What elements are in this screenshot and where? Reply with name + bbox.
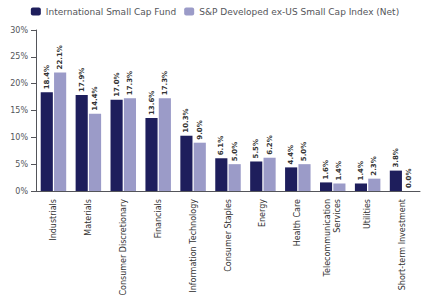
svg-text:17.3%: 17.3%: [126, 71, 134, 95]
svg-text:18.4%: 18.4%: [43, 65, 51, 89]
svg-text:20%: 20%: [10, 79, 28, 88]
svg-text:3.8%: 3.8%: [392, 148, 400, 167]
svg-text:Information Technology: Information Technology: [189, 199, 198, 293]
svg-text:25%: 25%: [10, 52, 28, 61]
svg-text:Energy: Energy: [258, 199, 267, 227]
svg-text:14.4%: 14.4%: [91, 86, 99, 110]
svg-text:30%: 30%: [10, 26, 28, 35]
svg-text:2.3%: 2.3%: [370, 156, 378, 175]
svg-text:International Small Cap Fund: International Small Cap Fund: [46, 7, 176, 17]
svg-text:17.9%: 17.9%: [78, 68, 86, 92]
svg-text:Telecommunication: Telecommunication: [323, 199, 332, 277]
svg-text:1.4%: 1.4%: [357, 161, 365, 180]
svg-text:5.5%: 5.5%: [252, 139, 260, 158]
svg-text:Materials: Materials: [84, 199, 93, 236]
svg-text:4.4%: 4.4%: [287, 145, 295, 164]
svg-text:Consumer Staples: Consumer Staples: [224, 199, 233, 272]
svg-text:Short-term Investment: Short-term Investment: [398, 199, 407, 290]
svg-text:15%: 15%: [10, 106, 28, 115]
svg-text:0%: 0%: [15, 187, 28, 196]
svg-text:5.0%: 5.0%: [231, 142, 239, 161]
svg-text:Services: Services: [333, 199, 342, 233]
svg-text:Utilities: Utilities: [363, 199, 372, 229]
svg-text:Industrials: Industrials: [49, 199, 58, 241]
svg-text:Health Care: Health Care: [293, 199, 302, 246]
svg-text:10%: 10%: [10, 133, 28, 142]
svg-text:1.4%: 1.4%: [335, 161, 343, 180]
svg-text:S&P Developed ex-US Small Cap: S&P Developed ex-US Small Cap Index (Net…: [199, 7, 399, 17]
svg-text:6.1%: 6.1%: [217, 136, 225, 155]
svg-text:17.3%: 17.3%: [161, 71, 169, 95]
svg-text:5%: 5%: [15, 160, 28, 169]
svg-text:Financials: Financials: [154, 199, 163, 238]
svg-text:9.0%: 9.0%: [196, 120, 204, 139]
svg-text:13.6%: 13.6%: [148, 91, 156, 115]
svg-text:22.1%: 22.1%: [56, 45, 64, 69]
svg-text:10.3%: 10.3%: [182, 108, 190, 132]
svg-text:Consumer Discretionary: Consumer Discretionary: [119, 199, 128, 296]
svg-text:6.2%: 6.2%: [266, 135, 274, 154]
svg-text:1.6%: 1.6%: [322, 160, 330, 179]
svg-text:0.0%: 0.0%: [405, 169, 413, 188]
svg-text:5.0%: 5.0%: [300, 142, 308, 161]
svg-text:17.0%: 17.0%: [113, 72, 121, 96]
